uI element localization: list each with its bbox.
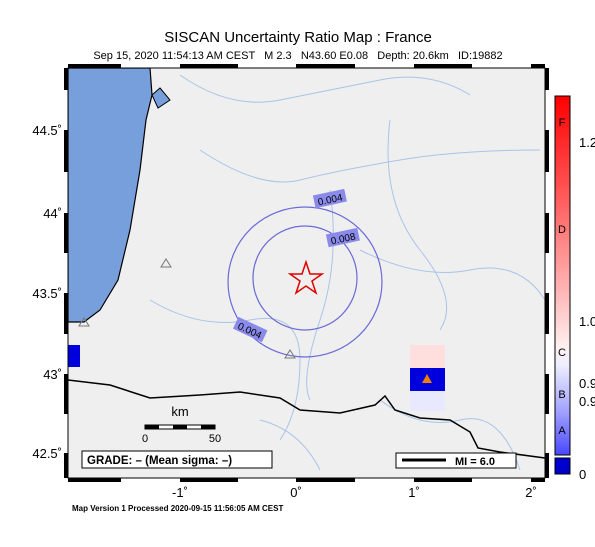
axis-labels: 44.5˚ 44˚ 43.5˚ 43˚ 42.5˚ -1˚ 0˚ 1˚ 2˚ — [32, 123, 536, 500]
contour-label: 0.008 — [330, 231, 357, 247]
scale-unit: km — [171, 404, 188, 419]
land — [68, 68, 545, 478]
frame-bar — [64, 130, 68, 172]
colorbar-min — [554, 457, 571, 475]
scale-start: 0 — [142, 433, 148, 445]
scale-bar: km 0 50 — [142, 404, 221, 445]
frame-bar — [64, 453, 68, 478]
grade-box — [81, 450, 273, 469]
frame-bar — [545, 453, 549, 478]
station — [422, 374, 432, 383]
frame-bar — [68, 64, 121, 68]
frame-bar — [296, 64, 355, 68]
frame-bar — [180, 478, 238, 482]
epicenter — [287, 259, 325, 295]
mi-box — [395, 452, 517, 469]
map — [68, 68, 545, 478]
frame-bar — [531, 478, 545, 482]
value-label: 1.0 — [579, 314, 595, 329]
contour-label: 0.004 — [317, 192, 344, 208]
station-cell — [68, 345, 80, 367]
lon-label: 1˚ — [408, 485, 420, 500]
grade-label: C — [558, 347, 566, 359]
frame-bar — [545, 293, 549, 334]
lon-label: -1˚ — [172, 485, 188, 500]
frame-bar — [414, 478, 472, 482]
grade-label: B — [558, 389, 565, 401]
contours — [227, 206, 383, 358]
value-label: 0.9 — [579, 376, 595, 391]
lat-label: 42.5˚ — [32, 446, 62, 461]
ocean — [68, 68, 153, 323]
frame-bar — [296, 478, 355, 482]
lon-label: 0˚ — [290, 485, 302, 500]
footer: Map Version 1 Processed 2020-09-15 11:56… — [72, 504, 283, 513]
rivers — [149, 74, 545, 471]
lat-label: 43.5˚ — [32, 286, 62, 301]
frame-bar — [64, 68, 68, 90]
grade-label: D — [558, 224, 566, 236]
frame-bar — [531, 64, 545, 68]
station-cell — [410, 345, 445, 368]
value-label: 0.9 — [579, 394, 595, 409]
grade: GRADE: – (Mean sigma: –) — [87, 455, 232, 467]
frame-bar — [68, 478, 121, 482]
station — [78, 317, 90, 327]
frame-bar — [545, 68, 549, 90]
lat-label: 44˚ — [43, 206, 62, 221]
lat-label: 43˚ — [43, 367, 62, 382]
frame-bar — [180, 64, 238, 68]
lon-label: 2˚ — [525, 485, 537, 500]
grade-label: A — [558, 425, 566, 437]
grade-label: F — [559, 117, 566, 129]
mi: MI = 6.0 — [455, 456, 495, 468]
station — [284, 349, 296, 359]
frame-bar — [545, 374, 549, 414]
colorbar — [554, 95, 571, 456]
bay — [151, 87, 171, 109]
value-label: 1.2 — [579, 135, 595, 150]
scale-end: 50 — [209, 433, 221, 445]
frame-bar — [545, 130, 549, 172]
station — [160, 258, 172, 268]
title: SISCAN Uncertainty Ratio Map : France — [164, 29, 432, 46]
lat-label: 44.5˚ — [32, 123, 62, 138]
value-label: 0 — [579, 467, 586, 482]
frame-bar — [64, 213, 68, 253]
frame-bar — [414, 64, 472, 68]
subtitle: Sep 15, 2020 11:54:13 AM CEST M 2.3 N43.… — [93, 50, 502, 62]
station-cell — [410, 391, 445, 411]
frame-bar — [64, 293, 68, 334]
frame-bar — [64, 374, 68, 414]
border — [68, 379, 545, 459]
frame-bar — [545, 213, 549, 253]
frame-ticks — [64, 64, 549, 482]
colorbar-labels: F D C B A 1.2 1.0 0.9 0.9 0 — [558, 117, 595, 482]
